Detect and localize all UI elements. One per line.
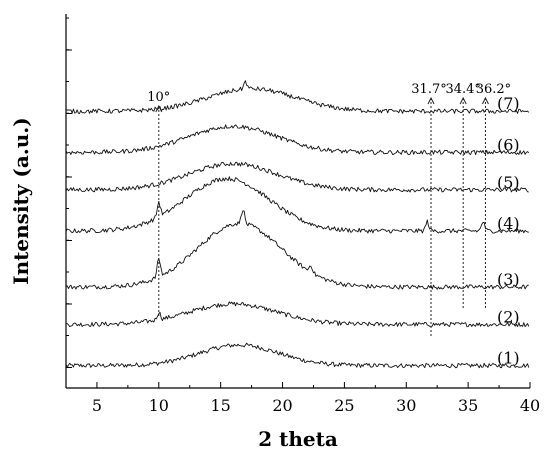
x-tick-label: 30 [396, 396, 416, 415]
curve-4 [65, 176, 529, 234]
curves: (1) (2) (3) (4) (5) (6) (7) [65, 80, 530, 369]
annotations: 10° 31.7°34.4°36.2° [147, 82, 511, 336]
x-axis-label: 2 theta [258, 427, 338, 451]
x-tick-label: 15 [210, 396, 230, 415]
x-tick-label: 10 [149, 396, 169, 415]
curve-label: (2) [497, 307, 520, 326]
annotation-label: 34.4° [445, 82, 480, 97]
annotation-arrow [459, 96, 467, 105]
curve-5 [65, 161, 529, 193]
curve-3 [65, 210, 529, 290]
x-ticks: 5 10 15 20 25 30 35 40 [65, 382, 540, 415]
x-tick-label: 25 [334, 396, 354, 415]
annotation-arrow [482, 96, 489, 105]
annotation-label: 36.2° [476, 82, 511, 97]
curve-label: (7) [497, 94, 520, 113]
annotation-arrow [427, 96, 435, 105]
annotation-label: 31.7° [411, 82, 446, 97]
curve-2 [65, 301, 530, 328]
annotation-label: 10° [147, 90, 170, 105]
curve-label: (1) [497, 349, 520, 368]
x-tick-label: 35 [458, 396, 478, 415]
x-tick-label: 40 [520, 396, 540, 415]
curve-label: (6) [497, 135, 520, 154]
y-axis-label: Intensity (a.u.) [9, 117, 33, 284]
curve-label: (5) [497, 173, 520, 192]
axes [65, 14, 530, 389]
x-tick-label: 20 [272, 396, 292, 415]
curve-1 [65, 342, 530, 369]
annotation-arrow [155, 104, 163, 113]
curve-7 [66, 80, 530, 114]
y-ticks [66, 17, 72, 368]
x-tick-label: 5 [92, 396, 102, 415]
curve-label: (3) [497, 270, 520, 289]
curve-6 [65, 124, 530, 156]
curve-label: (4) [497, 214, 520, 233]
